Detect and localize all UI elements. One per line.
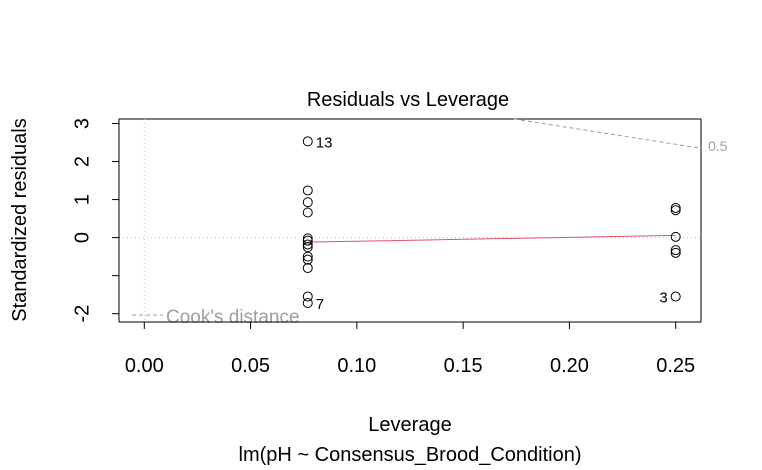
x-tick-label: 0.25	[656, 355, 695, 377]
data-point	[670, 205, 681, 216]
data-point	[670, 202, 681, 213]
y-tick-label: 1	[71, 194, 93, 205]
x-tick-label: 0.05	[231, 355, 270, 377]
smoother-line	[307, 234, 676, 243]
data-point	[302, 263, 313, 274]
data-point	[670, 231, 681, 242]
y-tick-label: 3	[71, 118, 93, 129]
y-axis: 3 2 1 0 -2	[71, 118, 120, 323]
data-point	[302, 298, 313, 309]
points-layer: 13 7 3	[302, 134, 681, 313]
x-tick-label: 0.00	[125, 355, 164, 377]
x-axis-label: Leverage	[368, 414, 451, 436]
point-id-label: 7	[316, 296, 324, 313]
data-point	[302, 242, 313, 253]
data-point	[302, 251, 313, 262]
x-tick-label: 0.10	[337, 355, 376, 377]
legend: Cook's distance	[132, 307, 300, 328]
plot-frame	[118, 118, 702, 323]
data-point	[302, 291, 313, 302]
cooks-contour-label: 0.5	[708, 138, 728, 154]
data-point	[670, 291, 681, 302]
data-point	[302, 197, 313, 208]
data-point	[670, 247, 681, 258]
data-point	[302, 235, 313, 246]
legend-cooks-distance-label: Cook's distance	[166, 307, 300, 328]
data-point	[302, 207, 313, 218]
data-point	[302, 254, 313, 265]
data-point	[302, 185, 313, 196]
point-id-label: 13	[316, 134, 333, 151]
y-tick-label: -2	[71, 305, 93, 323]
x-tick-label: 0.20	[550, 355, 589, 377]
y-tick-label: 0	[71, 232, 93, 243]
data-point	[670, 245, 681, 256]
cooks-distance-contour	[514, 118, 702, 149]
y-tick-label: 2	[71, 156, 93, 167]
data-point	[302, 136, 313, 147]
point-id-label: 3	[659, 290, 667, 307]
y-axis-label: Standardized residuals	[9, 118, 31, 321]
model-formula-subtitle: lm(pH ~ Consensus_Brood_Condition)	[239, 444, 582, 466]
x-tick-label: 0.15	[444, 355, 483, 377]
data-point	[302, 239, 313, 250]
x-axis: 0.00 0.05 0.10 0.15 0.20 0.25	[125, 321, 695, 377]
chart-title: Residuals vs Leverage	[307, 89, 509, 111]
